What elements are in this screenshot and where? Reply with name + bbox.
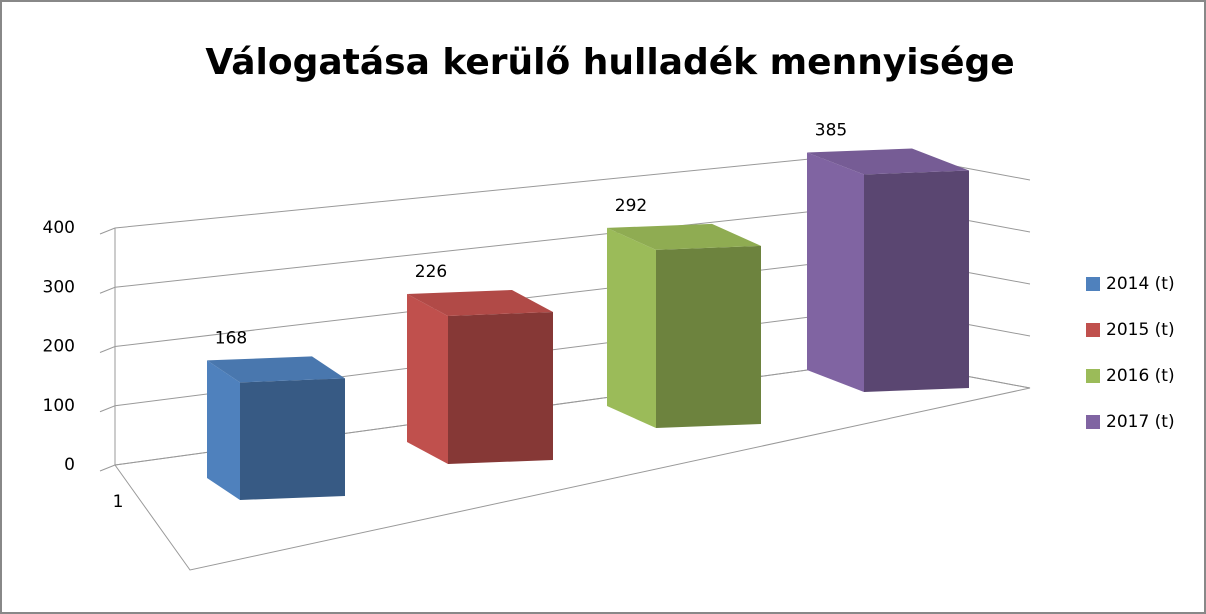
bar-side [607,227,656,428]
bar-side [407,293,448,464]
y-tick-label: 400 [43,218,75,238]
data-label: 292 [615,196,647,216]
legend-swatch [1086,323,1100,337]
bar-front [240,378,345,500]
bar-front [448,311,553,464]
data-label: 385 [815,120,847,140]
bar-front [864,170,969,392]
data-label: 168 [215,328,247,348]
bar-top [807,148,969,175]
bar-front [656,245,761,428]
bar-top [607,223,761,250]
y-tick-label: 100 [43,396,75,416]
y-tick-label: 0 [64,455,75,475]
bar-top [207,356,345,383]
chart-title: Válogatása kerülő hulladék mennyisége [205,42,1014,83]
legend-swatch [1086,277,1100,291]
legend-label: 2014 (t) [1106,274,1175,294]
legend-label: 2016 (t) [1106,366,1175,386]
bar-side [207,360,240,500]
y-tick-label: 300 [43,277,75,297]
legend-label: 2017 (t) [1106,412,1175,432]
y-tick-label: 200 [43,337,75,357]
legend-swatch [1086,369,1100,383]
data-label: 226 [415,262,447,282]
bar-top [407,289,553,316]
x-tick-label: 1 [113,492,124,512]
legend-label: 2015 (t) [1106,320,1175,340]
legend-swatch [1086,415,1100,429]
bar-side [807,152,864,392]
